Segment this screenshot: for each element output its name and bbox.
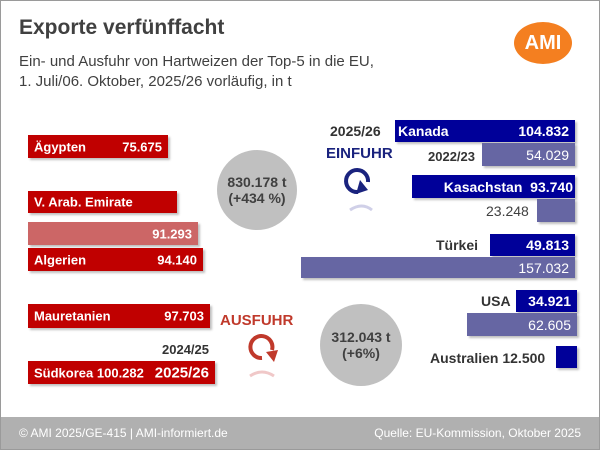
legend-current-season-imports: 2025/26 bbox=[330, 123, 381, 139]
import-value-kasachstan-previous: 23.248 bbox=[486, 203, 529, 219]
bar-label-value: Kasachstan 93.740 bbox=[443, 178, 573, 195]
bar-label: Algerien bbox=[34, 252, 87, 267]
import-bar-usa-previous: 62.605 bbox=[467, 313, 577, 336]
bar-label: Ägypten bbox=[34, 139, 86, 154]
import-arrow-icon bbox=[344, 168, 373, 212]
bar-label: Kanada bbox=[398, 123, 449, 139]
export-total-circle: 830.178 t (+434 %) bbox=[217, 150, 297, 230]
export-change: (+434 %) bbox=[228, 190, 286, 206]
export-bar-algerien: Algerien 94.140 bbox=[28, 248, 203, 271]
bar-value: 54.029 bbox=[526, 146, 569, 163]
bar-value: 62.605 bbox=[528, 316, 571, 333]
chart-title: Exporte verfünffacht bbox=[19, 16, 225, 39]
export-bar-algerien-previous: 91.293 bbox=[28, 222, 198, 245]
import-label-australien: Australien 12.500 bbox=[430, 350, 546, 366]
export-bar-aegypten: Ägypten 75.675 bbox=[28, 135, 168, 158]
bar-label: V. Arab. Emirate bbox=[34, 194, 133, 210]
legend-previous-season-exports: 2024/25 bbox=[162, 342, 209, 357]
bar-value: 34.921 bbox=[528, 293, 571, 309]
import-total: 312.043 t bbox=[331, 329, 391, 345]
import-bar-kasachstan: Kasachstan 93.740 bbox=[412, 175, 575, 198]
legend-previous-season-imports: 2022/23 bbox=[428, 149, 475, 164]
import-bar-tuerkei: 49.813 bbox=[490, 234, 575, 256]
export-bar-suedkorea: Südkorea 100.282 2025/26 bbox=[28, 361, 215, 384]
bar-value: 49.813 bbox=[526, 237, 569, 253]
einfuhr-label: EINFUHR bbox=[326, 145, 393, 162]
export-arrow-icon bbox=[248, 334, 278, 378]
import-label-usa: USA bbox=[481, 293, 511, 309]
bar-value: 104.832 bbox=[518, 123, 569, 139]
import-change: (+6%) bbox=[342, 345, 380, 361]
subtitle-line-1: Ein- und Ausfuhr von Hartweizen der Top-… bbox=[19, 53, 374, 70]
import-bar-tuerkei-previous: 157.032 bbox=[301, 257, 575, 278]
import-bar-kasachstan-previous bbox=[537, 199, 575, 222]
ausfuhr-label: AUSFUHR bbox=[220, 312, 294, 329]
import-bar-australien bbox=[556, 346, 577, 368]
subtitle-line-2: 1. Juli/06. Oktober, 2025/26 vorläufig, … bbox=[19, 73, 292, 90]
bar-value: 97.703 bbox=[164, 308, 204, 324]
ami-logo: AMI bbox=[514, 22, 572, 64]
bar-value: 157.032 bbox=[518, 259, 569, 276]
bar-value: 75.675 bbox=[122, 139, 162, 154]
import-bar-kanada-previous: 54.029 bbox=[482, 143, 575, 166]
bar-label: Südkorea 100.282 bbox=[34, 365, 144, 380]
bar-label: Mauretanien bbox=[34, 308, 111, 324]
import-label-tuerkei: Türkei bbox=[436, 237, 479, 253]
export-total: 830.178 t bbox=[227, 174, 287, 190]
legend-current-season-exports: 2025/26 bbox=[154, 364, 209, 381]
export-bar-vae: V. Arab. Emirate bbox=[28, 191, 177, 213]
import-total-circle: 312.043 t (+6%) bbox=[320, 304, 402, 386]
bar-value: 91.293 bbox=[152, 226, 192, 241]
import-bar-kanada: Kanada 104.832 bbox=[395, 120, 575, 142]
bar-value: 94.140 bbox=[157, 252, 197, 267]
export-bar-mauretanien: Mauretanien 97.703 bbox=[28, 304, 210, 328]
footer-copyright: © AMI 2025/GE-415 | AMI-informiert.de bbox=[19, 426, 228, 440]
footer-source: Quelle: EU-Kommission, Oktober 2025 bbox=[374, 426, 581, 440]
footer: © AMI 2025/GE-415 | AMI-informiert.de Qu… bbox=[1, 417, 599, 449]
import-bar-usa: 34.921 bbox=[516, 290, 577, 312]
chart-subtitle: Ein- und Ausfuhr von Hartweizen der Top-… bbox=[19, 52, 374, 92]
